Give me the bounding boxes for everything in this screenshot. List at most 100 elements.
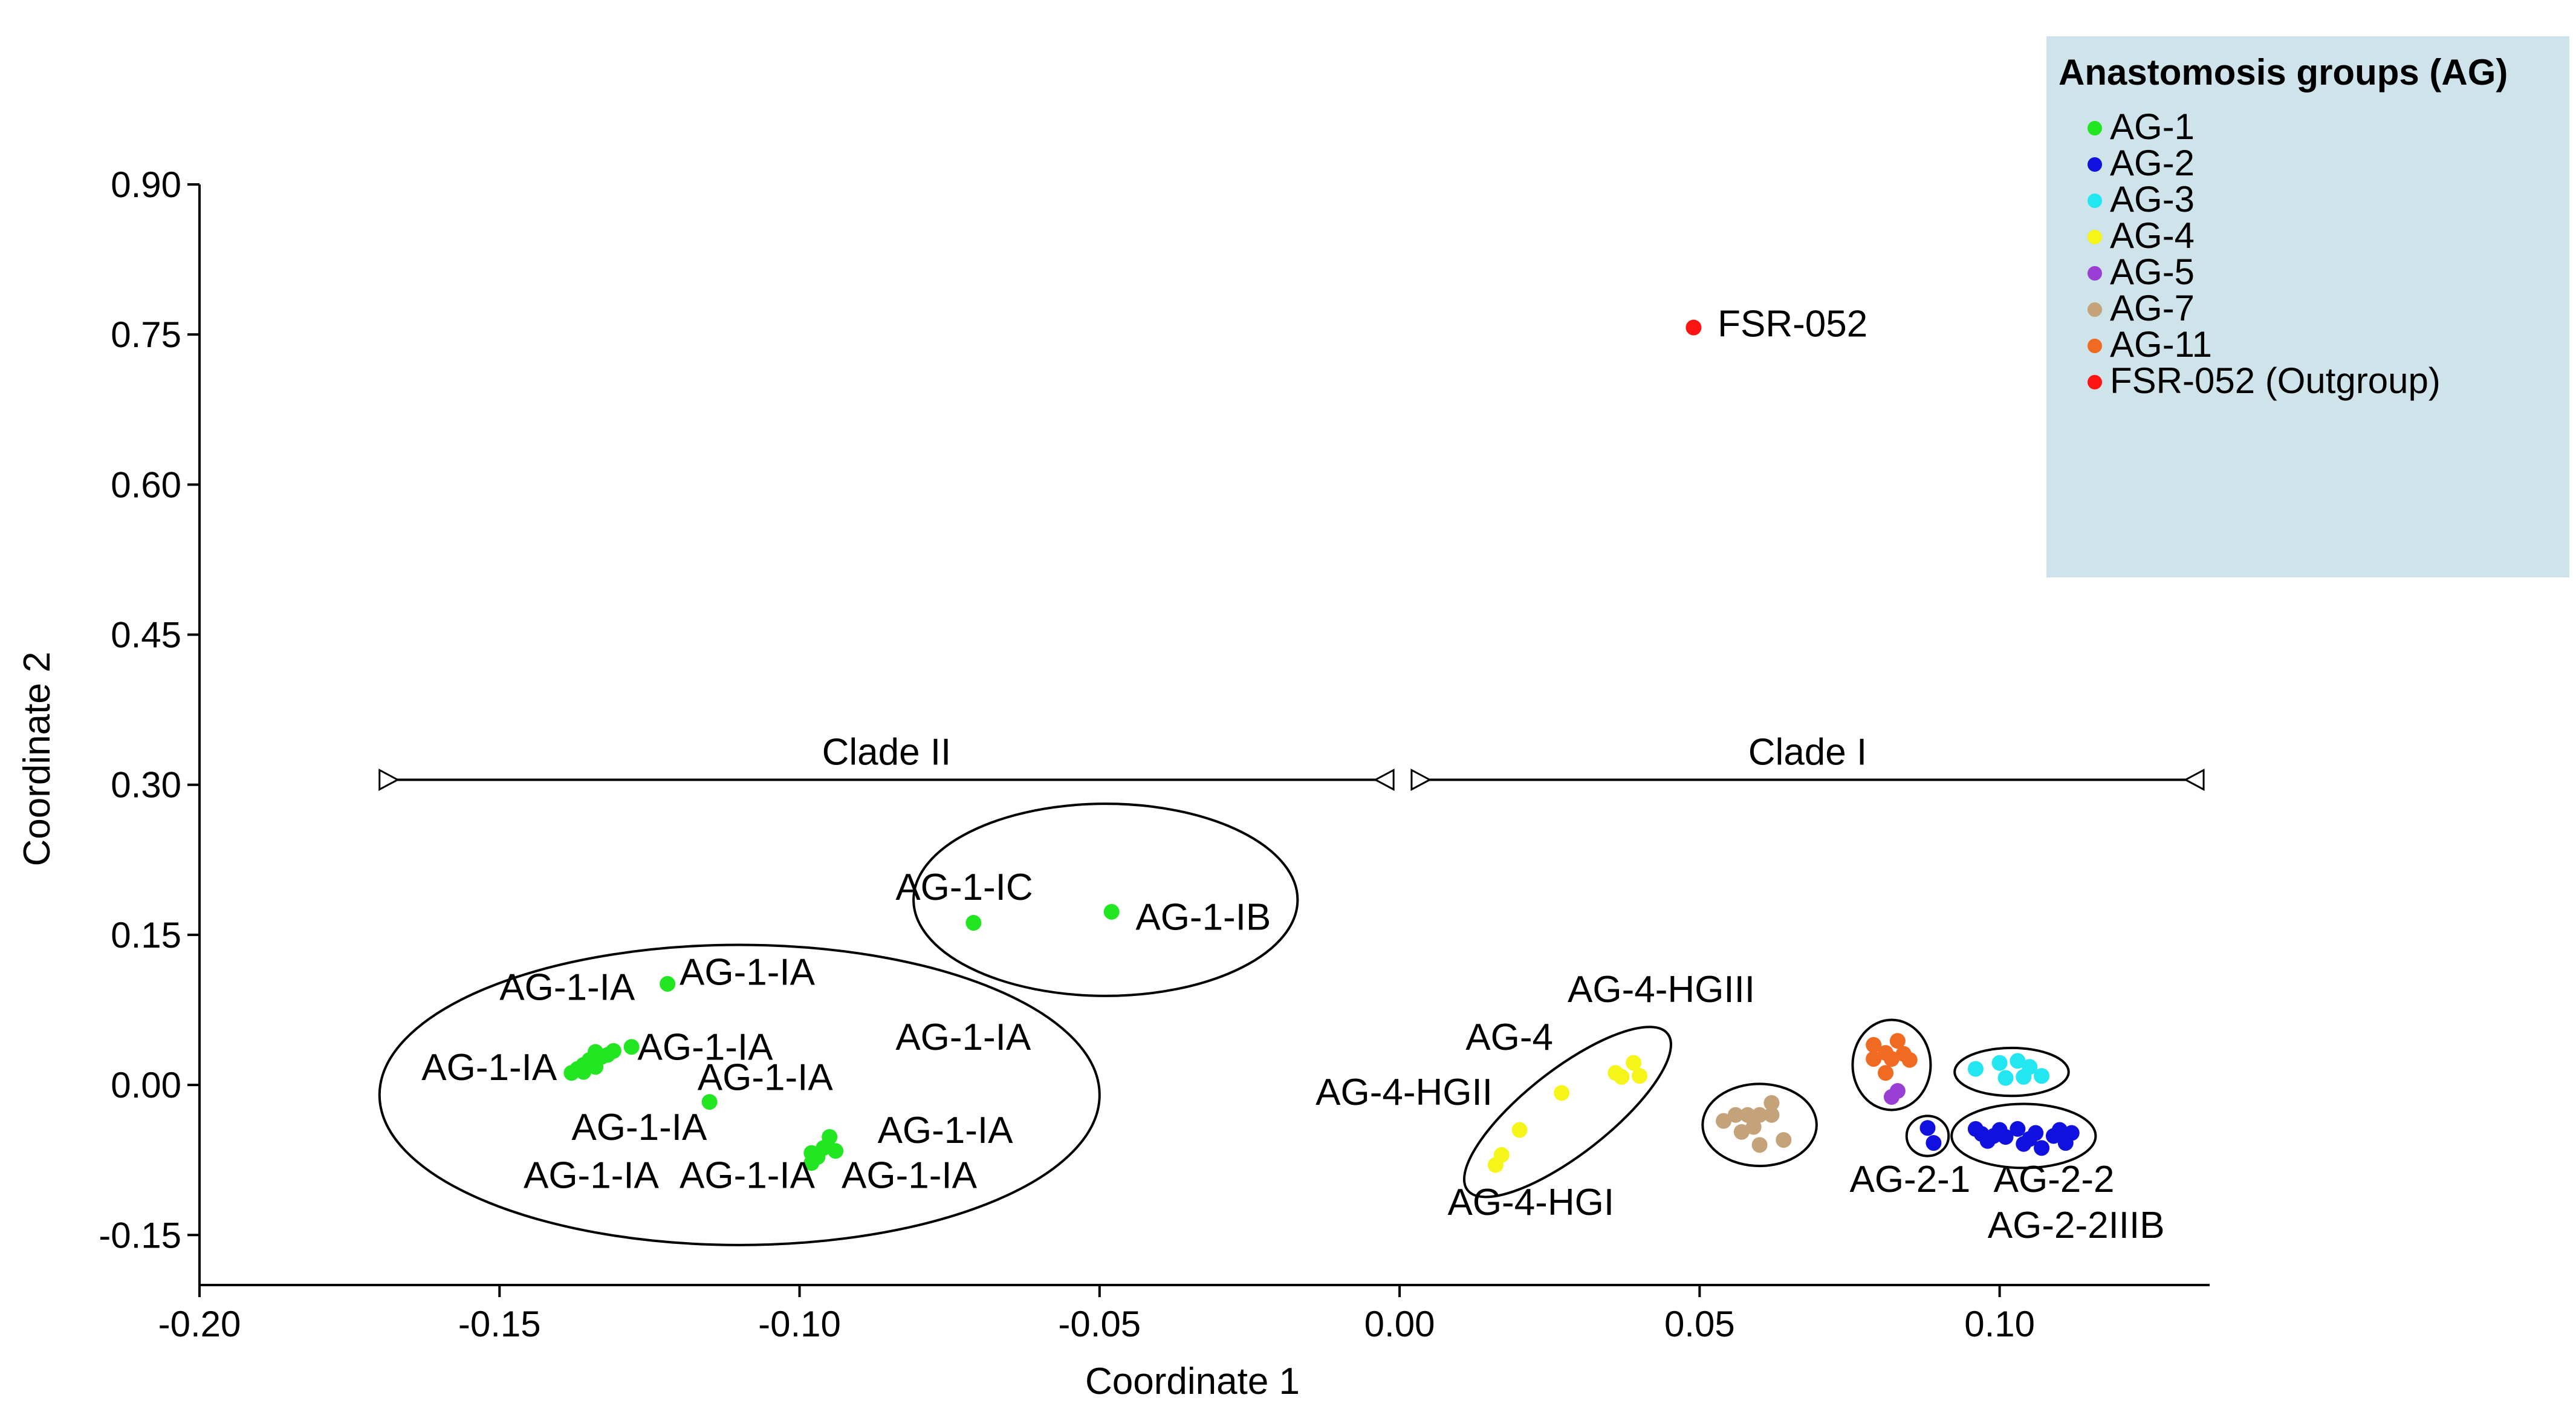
data-point (1685, 319, 1702, 336)
data-point (2010, 1121, 2026, 1137)
data-point (1511, 1122, 1528, 1138)
y-axis-title: Coordinate 2 (16, 651, 58, 866)
cluster-ellipses (378, 802, 2097, 1246)
legend-entry-label: FSR-052 (Outgroup) (2110, 360, 2441, 401)
data-point (2022, 1131, 2038, 1147)
legend-marker (2088, 339, 2102, 353)
data-point (1733, 1124, 1750, 1140)
data-point (1997, 1070, 2014, 1086)
point-label: AG-1-IA (638, 1027, 774, 1069)
data-point (1493, 1147, 1510, 1163)
point-label: AG-4-HGII (1316, 1072, 1493, 1113)
point-label: AG-4-HGIII (1568, 969, 1755, 1010)
y-tick-label: 0.45 (111, 615, 181, 656)
data-point (2034, 1068, 2050, 1084)
data-point (1997, 1129, 2014, 1145)
cluster-ellipse (378, 943, 1101, 1246)
legend-title: Anastomosis groups (AG) (2059, 52, 2508, 93)
clade-label: Clade II (822, 731, 952, 773)
legend-marker (2088, 121, 2102, 135)
data-points (563, 319, 2080, 1173)
legend-entry-label: AG-3 (2110, 179, 2195, 220)
data-point (1919, 1120, 1936, 1136)
cluster-ellipse (1701, 1082, 1818, 1168)
data-point (588, 1059, 604, 1075)
point-label: AG-2-2IIIB (1988, 1205, 2165, 1246)
data-point (1878, 1065, 1894, 1081)
legend-marker (2088, 194, 2102, 208)
legend-marker (2088, 157, 2102, 172)
clade-brackets: Clade II Clade I (378, 731, 2205, 791)
data-point (1901, 1052, 1918, 1068)
point-label: AG-1-IA (698, 1056, 834, 1098)
point-label: AG-1-IB (1135, 897, 1271, 939)
point-label: AG-1-IA (878, 1110, 1014, 1151)
data-point (1716, 1113, 1732, 1129)
x-tick-label: 0.05 (1664, 1304, 1735, 1344)
data-point (1763, 1107, 1780, 1123)
data-point (1763, 1095, 1780, 1111)
data-point (605, 1043, 621, 1059)
y-tick-label: 0.90 (111, 164, 181, 205)
data-point (1632, 1068, 1648, 1084)
y-tick-label: 0.00 (111, 1065, 181, 1105)
data-point (1866, 1051, 1882, 1067)
data-point (965, 915, 982, 931)
point-label: AG-4 (1465, 1017, 1553, 1058)
data-point (803, 1155, 820, 1171)
legend-entry-label: AG-2 (2110, 143, 2195, 183)
x-tick-label: -0.10 (758, 1304, 841, 1344)
cluster-ellipse (912, 802, 1299, 997)
clade-arrow-left (1410, 768, 1432, 791)
x-tick-label: 0.10 (1964, 1304, 2035, 1344)
y-tick-label: 0.60 (111, 464, 181, 505)
cluster-ellipse (1462, 1026, 1672, 1199)
legend-marker (2088, 375, 2102, 389)
cluster-ellipse (1851, 1018, 1932, 1111)
x-tick-label: -0.20 (158, 1304, 241, 1344)
data-point (1751, 1107, 1768, 1123)
legend-entry-label: AG-4 (2110, 215, 2195, 256)
data-point (1883, 1051, 1900, 1067)
x-tick-label: -0.15 (458, 1304, 541, 1344)
point-label: AG-2-2 (1994, 1159, 2115, 1200)
data-point (2034, 1140, 2050, 1156)
data-point (2051, 1122, 2068, 1138)
axes: 0.90 0.75 0.60 0.45 0.30 0.15 0.00 -0.15 -0.20 -0… (16, 164, 2210, 1402)
legend-entry-label: AG-11 (2110, 324, 2212, 365)
point-label: AG-1-IA (421, 1047, 557, 1088)
data-point (701, 1094, 718, 1110)
point-label: AG-4-HGI (1447, 1182, 1614, 1223)
legend-entry-label: AG-7 (2110, 288, 2195, 328)
point-label: AG-1-IA (571, 1107, 707, 1148)
data-point (1985, 1128, 2002, 1144)
data-point (1991, 1055, 2008, 1071)
x-tick-label: -0.05 (1058, 1304, 1141, 1344)
clade-arrow-left (378, 768, 400, 791)
outgroup-label: FSR-052 (1718, 304, 1867, 345)
x-axis-title: Coordinate 1 (1085, 1361, 1300, 1402)
cluster-ellipse (1905, 1115, 1950, 1157)
x-tick-label: 0.00 (1364, 1304, 1435, 1344)
data-point (1739, 1107, 1756, 1123)
data-point (1745, 1119, 1762, 1135)
data-point (576, 1064, 592, 1080)
point-label: AG-1-IA (524, 1155, 660, 1197)
point-label: AG-1-IA (842, 1155, 978, 1197)
clade-arrow-right (1373, 768, 1395, 791)
data-point (1926, 1135, 1942, 1151)
data-point (1967, 1061, 1984, 1077)
data-point (563, 1065, 580, 1081)
legend-marker (2088, 230, 2102, 244)
legend-entry-label: AG-5 (2110, 252, 2195, 292)
data-point (1554, 1085, 1570, 1101)
data-point (1866, 1036, 1882, 1053)
point-label: AG-1-IA (680, 1155, 816, 1197)
clade-label: Clade I (1748, 731, 1867, 773)
data-point (1103, 903, 1120, 920)
legend-box (2046, 36, 2569, 578)
legend: Anastomosis groups (AG)AG-1AG-2AG-3AG-4A… (2046, 36, 2569, 578)
y-tick-label: -0.15 (99, 1215, 181, 1255)
